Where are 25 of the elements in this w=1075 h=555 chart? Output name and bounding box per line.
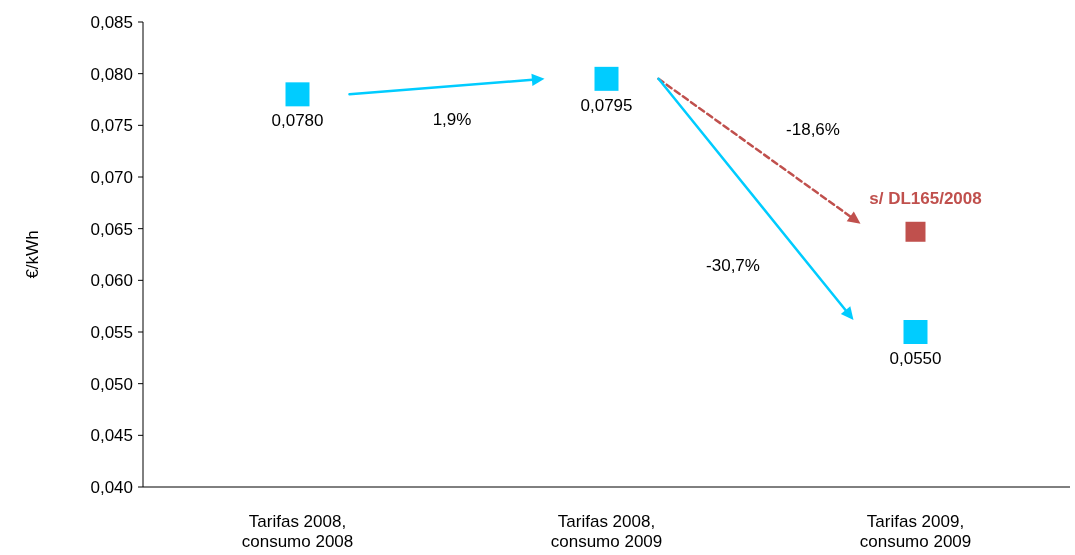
data-label: 0,0795 [580, 95, 633, 115]
data-label: 0,0780 [271, 111, 324, 131]
annotation: 1,9% [432, 109, 472, 129]
y-tick-label: 0,055 [90, 322, 133, 342]
annotation: -30,7% [706, 256, 760, 276]
series-label: s/ DL165/2008 [869, 188, 982, 208]
y-tick-label: 0,045 [90, 426, 133, 446]
y-tick-label: 0,065 [90, 219, 133, 239]
point [903, 320, 928, 344]
y-tick-label: 0,080 [90, 64, 133, 84]
y-tick-label: 0,060 [90, 271, 133, 291]
y-axis-title: €/kWh [23, 230, 42, 279]
y-tick-label: 0,075 [90, 116, 133, 136]
x-tick-label: Tarifas 2008, consumo 2009 [550, 512, 663, 551]
y-tick-label: 0,070 [90, 167, 133, 187]
x-tick-label: Tarifas 2009, consumo 2009 [859, 512, 972, 551]
annotation: -18,6% [786, 120, 840, 140]
point [905, 221, 926, 242]
y-tick-label: 0,085 [90, 12, 133, 32]
data-label: 0,0550 [889, 349, 942, 368]
y-tick-label: 0,050 [90, 374, 133, 394]
y-tick-label: 0,040 [90, 477, 133, 497]
x-tick-label: Tarifas 2008, consumo 2008 [241, 512, 354, 551]
point [285, 82, 310, 107]
point [594, 66, 619, 91]
